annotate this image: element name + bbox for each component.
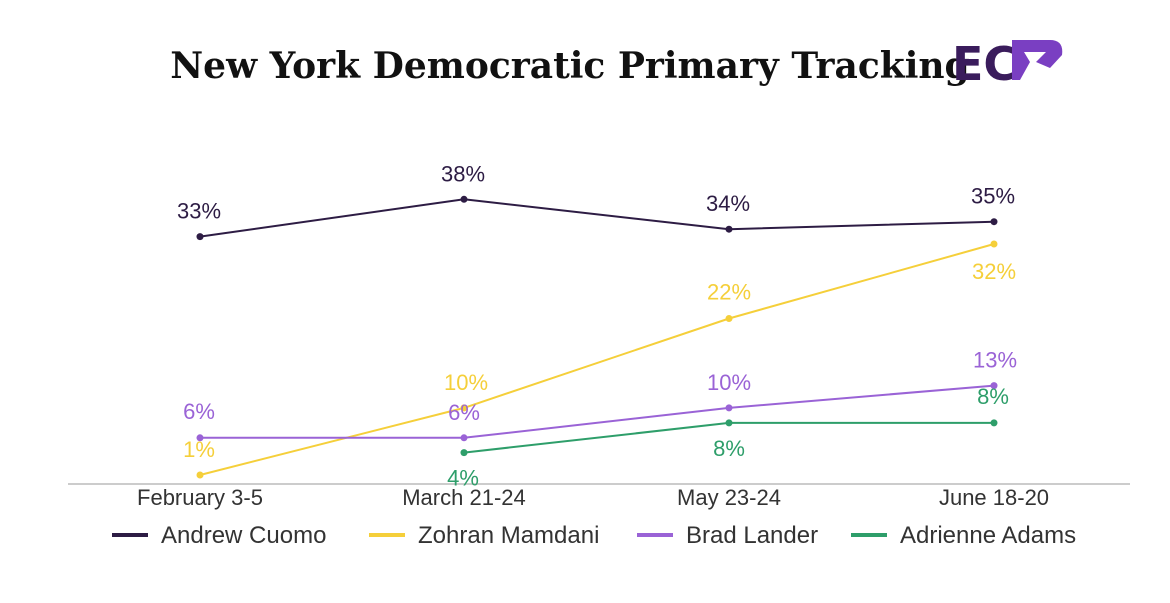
- chart-title: New York Democratic Primary Tracking: [170, 45, 969, 87]
- ecp-logo: EC: [952, 37, 1063, 91]
- data-label: 6%: [448, 400, 480, 425]
- data-label: 13%: [973, 348, 1017, 373]
- data-point: [990, 419, 998, 427]
- x-axis-ticks: February 3-5 March 21-24 May 23-24 June 18-…: [137, 485, 1049, 510]
- data-label: 10%: [707, 370, 751, 395]
- data-point: [196, 233, 204, 241]
- data-label: 4%: [447, 466, 479, 491]
- data-point: [990, 240, 998, 248]
- series-points: [196, 195, 998, 479]
- data-label: 10%: [444, 370, 488, 395]
- data-point: [460, 449, 468, 457]
- data-labels: 33% 38% 34% 35% 1% 10% 22% 32% 6% 6% 10% 13% 4% 8% 8%: [177, 161, 1017, 490]
- series-line: [199, 243, 995, 476]
- data-point: [460, 195, 468, 203]
- data-label: 8%: [713, 436, 745, 461]
- x-tick-label: May 23-24: [677, 485, 781, 510]
- data-label: 6%: [183, 399, 215, 424]
- data-point: [460, 404, 468, 412]
- data-point: [196, 434, 204, 442]
- data-label: 22%: [707, 280, 751, 305]
- data-point: [990, 382, 998, 390]
- data-label: 32%: [972, 259, 1016, 284]
- data-point: [725, 315, 733, 322]
- data-point: [460, 434, 468, 442]
- data-label: 33%: [177, 199, 221, 224]
- legend-label: Zohran Mamdani: [418, 522, 599, 549]
- data-label: 1%: [183, 437, 215, 462]
- series-line: [200, 384, 995, 439]
- data-label: 34%: [706, 191, 750, 216]
- series-lines: [199, 198, 995, 476]
- data-point: [196, 471, 204, 479]
- x-tick-label: June 18-20: [939, 485, 1049, 510]
- legend: Andrew Cuomo Zohran Mamdani Brad Lander Adr…: [112, 522, 1076, 549]
- x-tick-label: March 21-24: [402, 485, 526, 510]
- legend-label: Andrew Cuomo: [161, 522, 326, 549]
- data-point: [725, 404, 733, 412]
- data-label: 38%: [441, 161, 485, 186]
- legend-label: Adrienne Adams: [900, 522, 1076, 549]
- x-tick-label: February 3-5: [137, 485, 263, 510]
- data-point: [725, 225, 733, 233]
- data-point: [725, 419, 733, 427]
- data-label: 35%: [971, 184, 1015, 209]
- data-label: 8%: [977, 384, 1009, 409]
- legend-label: Brad Lander: [686, 522, 818, 549]
- data-point: [990, 218, 998, 226]
- logo-mark-icon: [1012, 40, 1063, 80]
- logo-text: EC: [952, 37, 1017, 91]
- series-line: [199, 198, 995, 238]
